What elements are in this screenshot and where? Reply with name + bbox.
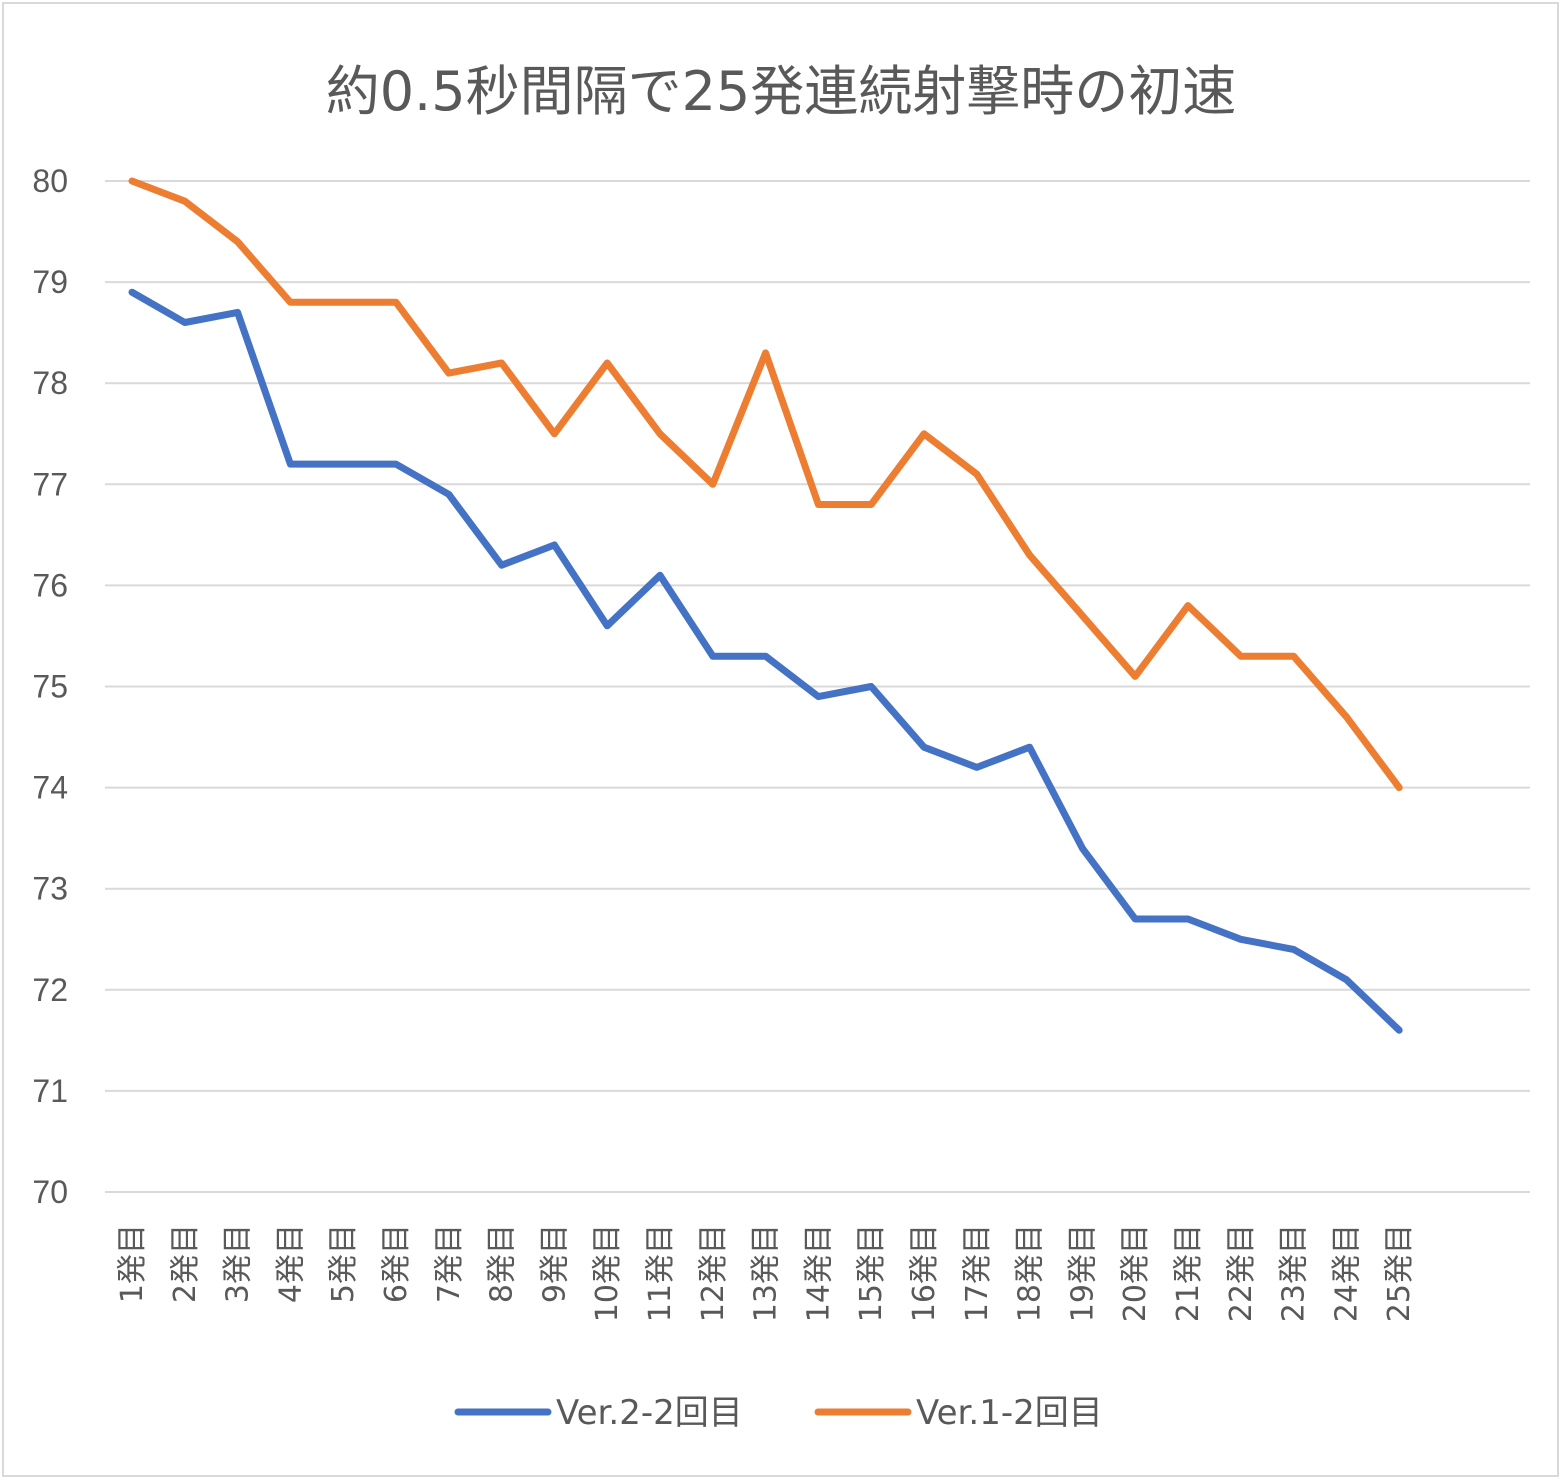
y-tick-label: 78 [32, 365, 68, 401]
legend: Ver.2-2回目 Ver.1-2回目 [454, 1393, 1103, 1433]
x-tick-label: 19発目 [1065, 1224, 1100, 1322]
x-tick-label: 1発目 [115, 1224, 150, 1303]
x-tick-label: 4発目 [273, 1224, 308, 1303]
y-tick-label: 75 [32, 669, 68, 705]
y-tick-label: 79 [32, 264, 68, 300]
x-tick-label: 9発目 [537, 1224, 572, 1303]
x-tick-label: 22発目 [1224, 1224, 1259, 1322]
y-tick-label: 73 [32, 871, 68, 907]
x-tick-label: 11発目 [643, 1224, 678, 1322]
series-line-2 [128, 177, 1403, 792]
gridlines [105, 180, 1530, 1193]
x-tick-label: 17発目 [960, 1224, 995, 1322]
x-tick-label: 14発目 [801, 1224, 836, 1322]
x-tick-label: 16発目 [907, 1224, 942, 1322]
series-lines [128, 177, 1403, 1034]
y-tick-label: 74 [32, 770, 68, 806]
x-tick-label: 7発目 [432, 1224, 467, 1303]
y-tick-label: 77 [32, 466, 68, 502]
x-tick-label: 21発目 [1171, 1224, 1206, 1322]
x-tick-label: 25発目 [1382, 1224, 1417, 1322]
x-tick-label: 3発目 [221, 1224, 256, 1303]
y-tick-label: 72 [32, 972, 68, 1008]
x-tick-label: 24発目 [1329, 1224, 1364, 1322]
x-tick-label: 2発目 [168, 1224, 203, 1303]
x-tick-label: 23発目 [1277, 1224, 1312, 1322]
y-tick-label: 70 [32, 1174, 68, 1210]
y-tick-label: 80 [32, 163, 68, 199]
legend-label-1: Ver.2-2回目 [556, 1393, 743, 1433]
x-tick-label: 8発目 [485, 1224, 520, 1303]
x-tick-label: 18発目 [1013, 1224, 1048, 1322]
x-tick-label: 6発目 [379, 1224, 414, 1303]
x-tick-label: 12発目 [696, 1224, 731, 1322]
y-tick-label: 76 [32, 567, 68, 603]
y-axis-ticks: 70 71 72 73 74 75 76 77 78 79 80 [32, 163, 68, 1210]
y-tick-label: 71 [32, 1073, 68, 1109]
x-tick-label: 5発目 [326, 1224, 361, 1303]
chart-title: 約0.5秒間隔で25発連続射撃時の初速 [326, 60, 1237, 123]
x-axis-ticks: 1発目 2発目 3発目 4発目 5発目 6発目 7発目 8発目 9発目 10発目 11発目 12発目 1… [115, 1224, 1417, 1322]
series-line-1 [128, 288, 1403, 1034]
x-tick-label: 15発目 [854, 1224, 889, 1322]
legend-label-2: Ver.1-2回目 [916, 1393, 1103, 1433]
x-tick-label: 20発目 [1118, 1224, 1153, 1322]
x-tick-label: 10発目 [590, 1224, 625, 1322]
x-tick-label: 13発目 [749, 1224, 784, 1322]
